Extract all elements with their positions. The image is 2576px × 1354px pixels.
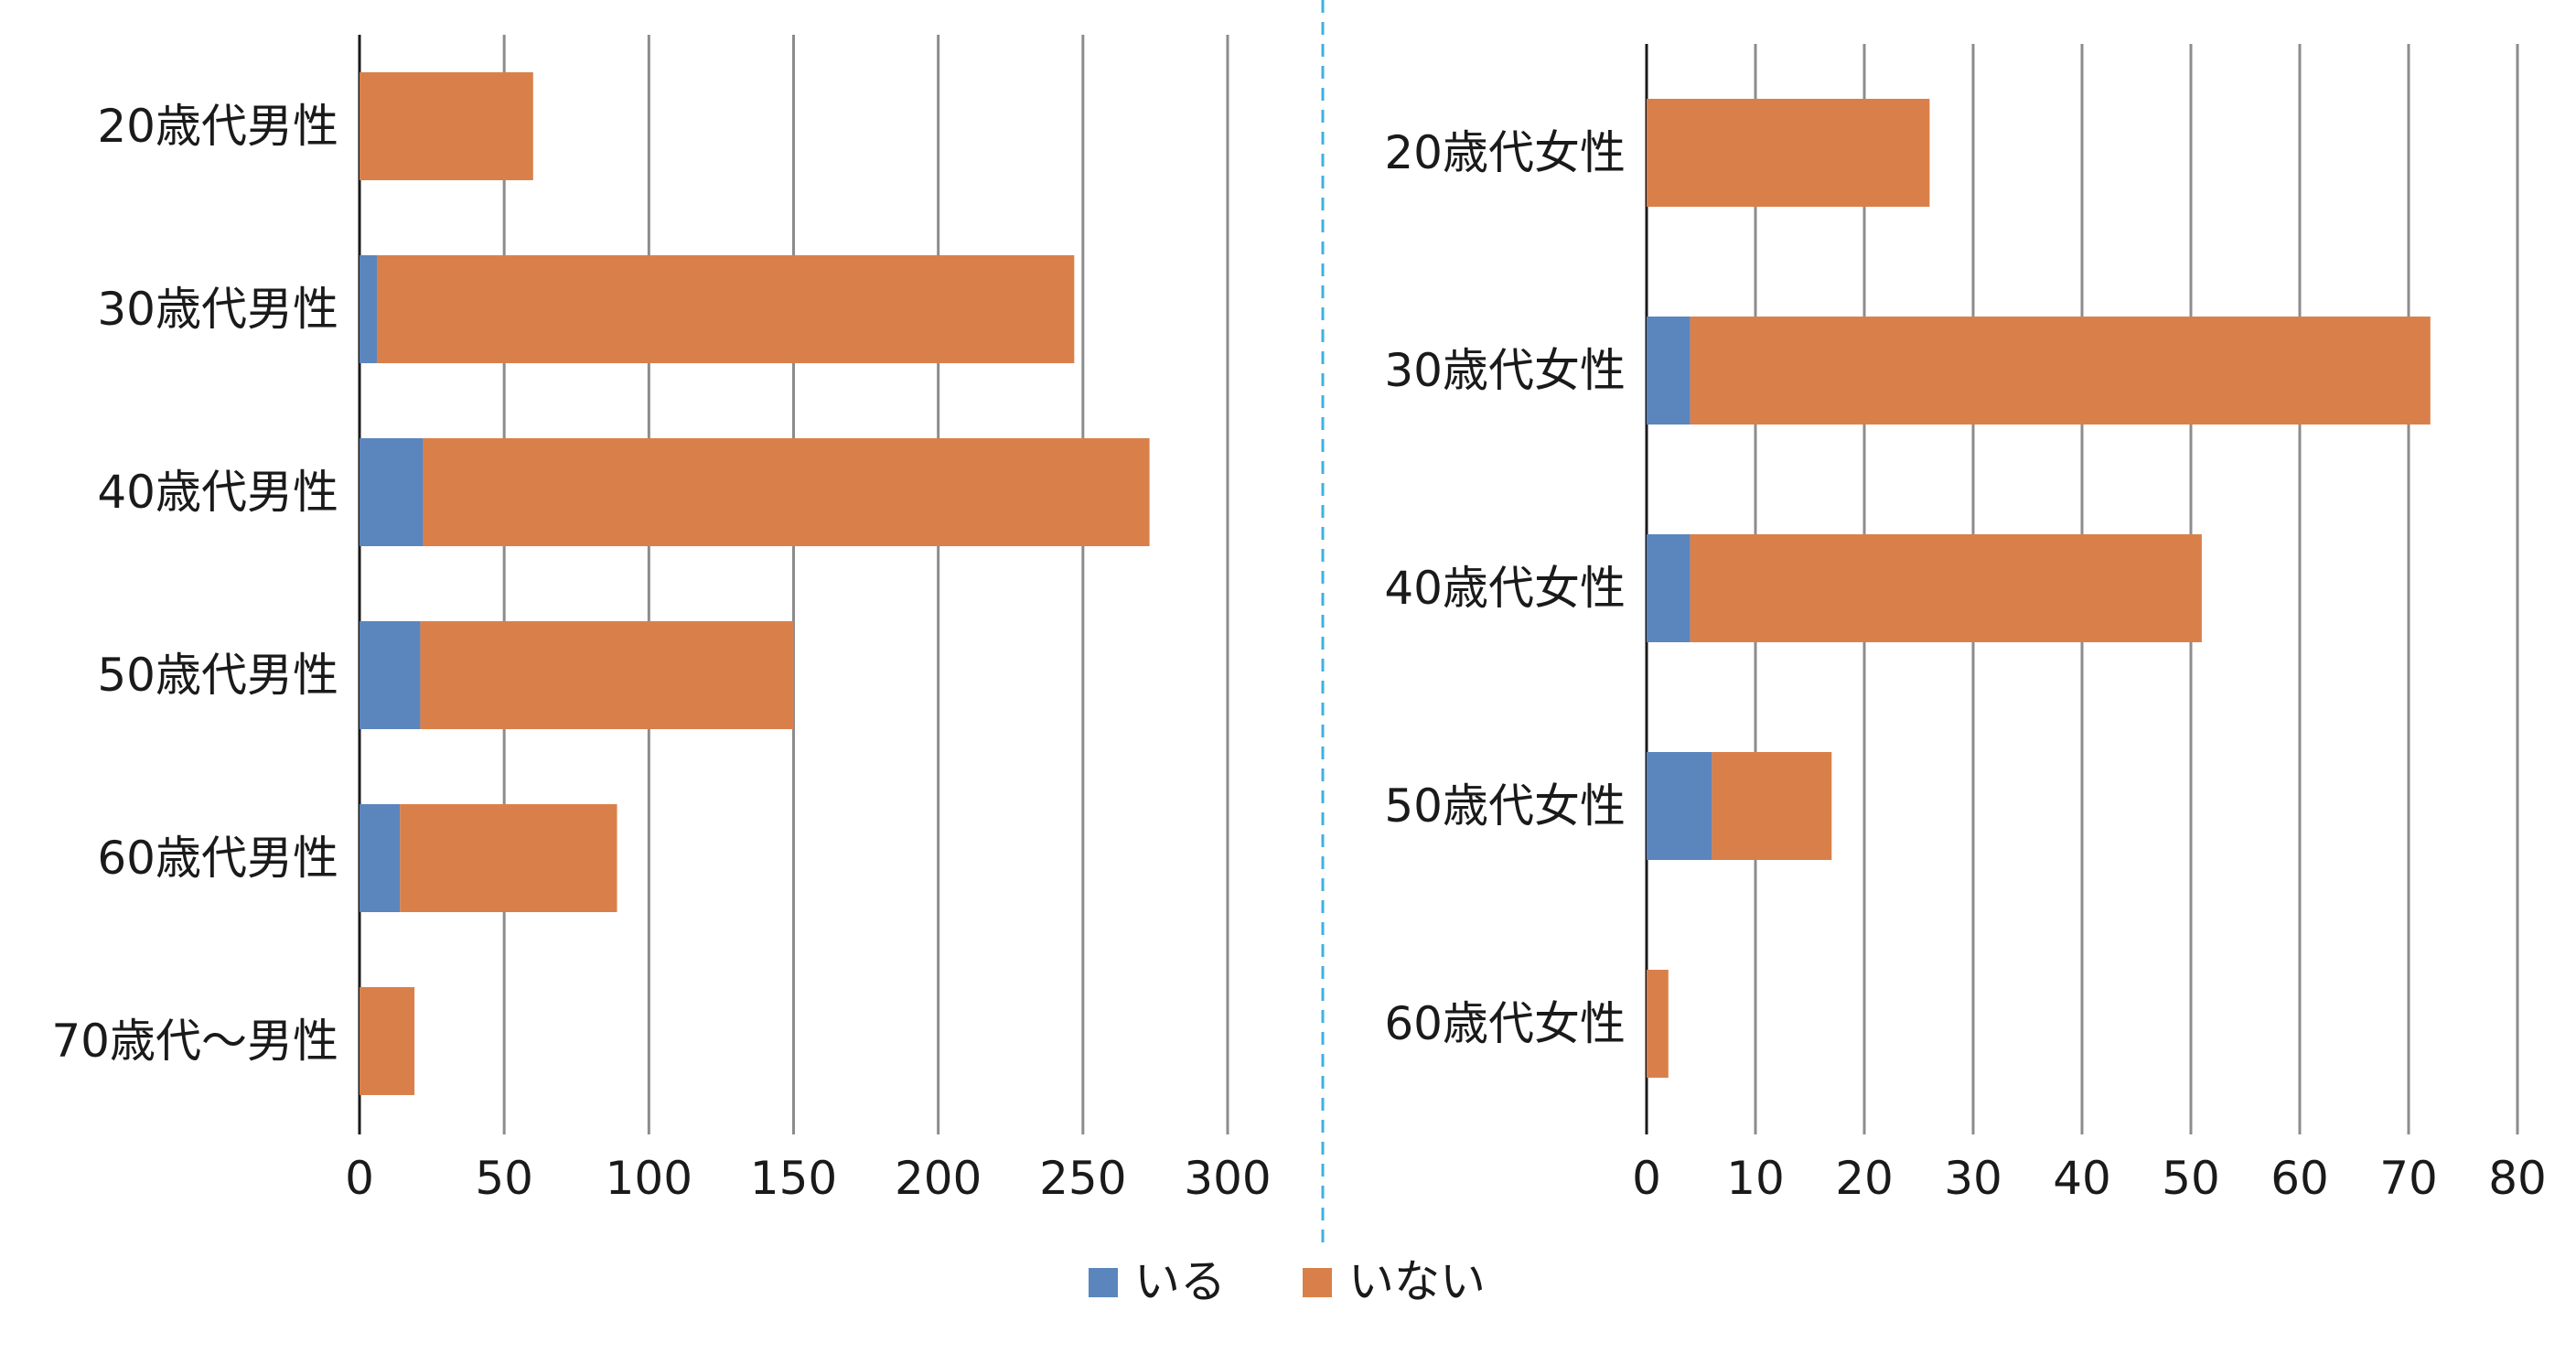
male-category-label: 60歳代男性 [97,832,338,885]
male-bar-inai [376,255,1075,363]
male-bar-inai [360,72,533,180]
female-bar-iru [1647,317,1690,424]
legend: いる いない [1089,1255,1486,1308]
male-x-tick-label: 100 [606,1152,692,1205]
male-category-label: 30歳代男性 [97,283,338,336]
female-bar-iru [1647,534,1690,642]
female-category-label: 20歳代女性 [1384,126,1626,179]
female-x-tick-label: 20 [1835,1152,1894,1205]
female-x-tick-label: 10 [1726,1152,1785,1205]
male-bar-inai [420,621,794,729]
male-category-label: 40歳代男性 [97,466,338,519]
female-bar-inai [1647,99,1930,207]
female-category-label: 30歳代女性 [1384,344,1626,397]
male-category-label: 50歳代男性 [97,649,338,702]
female-x-tick-label: 0 [1632,1152,1661,1205]
male-x-tick-label: 300 [1184,1152,1271,1205]
female-bar-inai [1712,752,1832,860]
legend-label-inai: いない [1348,1255,1486,1308]
female-x-tick-label: 80 [2488,1152,2547,1205]
female-bar-inai [1690,534,2202,642]
female-x-tick-label: 30 [1944,1152,2002,1205]
male-bar-iru [360,255,377,363]
male-bar-iru [360,438,424,546]
female-bar-iru [1647,752,1712,860]
male-category-label: 20歳代男性 [97,100,338,153]
legend-swatch-inai [1303,1268,1332,1297]
male-bar-inai [360,987,415,1095]
legend-label-iru: いる [1134,1255,1226,1308]
male-chart-panel: 0 50 100 150 200 250 300 20歳代男性 30歳代男性 40歳代男性 50歳代… [51,35,1272,1205]
male-x-tick-label: 250 [1039,1152,1126,1205]
male-x-tick-label: 50 [475,1152,533,1205]
female-x-tick-label: 60 [2270,1152,2329,1205]
female-chart-panel: 0 10 20 30 40 50 60 70 80 20歳代女性 30歳代女性 40歳代女性 50歳代女… [1384,44,2547,1205]
female-category-label: 60歳代女性 [1384,997,1626,1050]
male-bar-iru [360,621,421,729]
male-bar-inai [423,438,1150,546]
male-category-label: 70歳代〜男性 [51,1015,338,1068]
female-category-label: 40歳代女性 [1384,562,1626,615]
male-bar-inai [400,804,617,912]
male-bar-iru [360,804,401,912]
female-x-tick-label: 40 [2053,1152,2111,1205]
male-x-tick-label: 150 [750,1152,837,1205]
female-category-label: 50歳代女性 [1384,779,1626,833]
male-x-tick-label: 200 [895,1152,982,1205]
female-x-tick-label: 50 [2162,1152,2220,1205]
female-bar-inai [1647,970,1669,1078]
female-bar-inai [1690,317,2431,424]
legend-swatch-iru [1089,1268,1118,1297]
male-x-tick-label: 0 [345,1152,374,1205]
female-x-tick-label: 70 [2379,1152,2438,1205]
